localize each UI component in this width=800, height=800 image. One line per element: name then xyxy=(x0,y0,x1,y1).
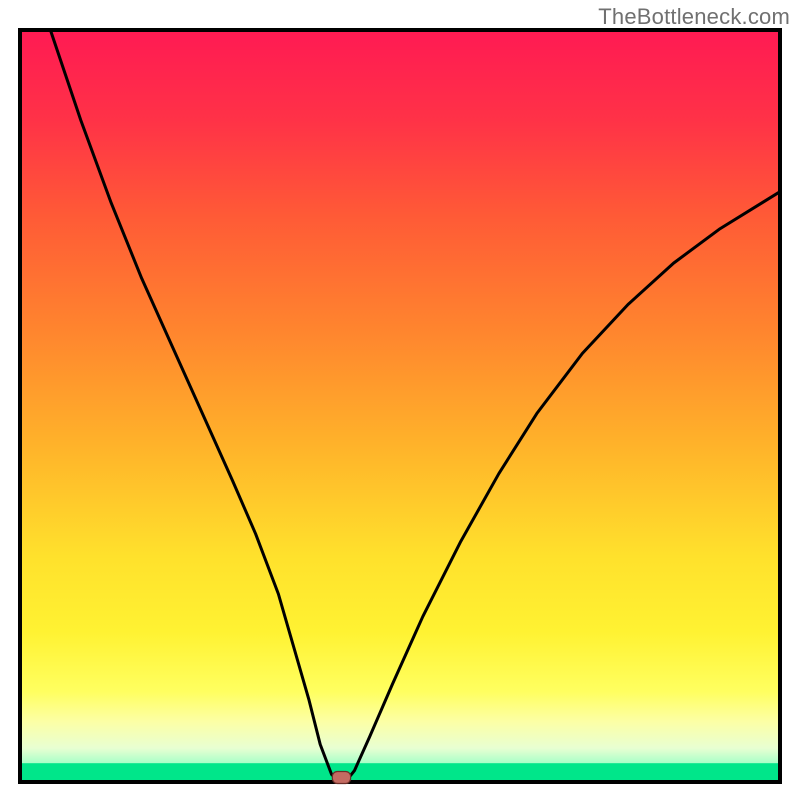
watermark-text: TheBottleneck.com xyxy=(598,4,790,30)
green-band xyxy=(20,763,780,782)
chart-container: TheBottleneck.com xyxy=(0,0,800,800)
bottleneck-chart xyxy=(0,0,800,800)
optimal-marker xyxy=(332,771,350,783)
